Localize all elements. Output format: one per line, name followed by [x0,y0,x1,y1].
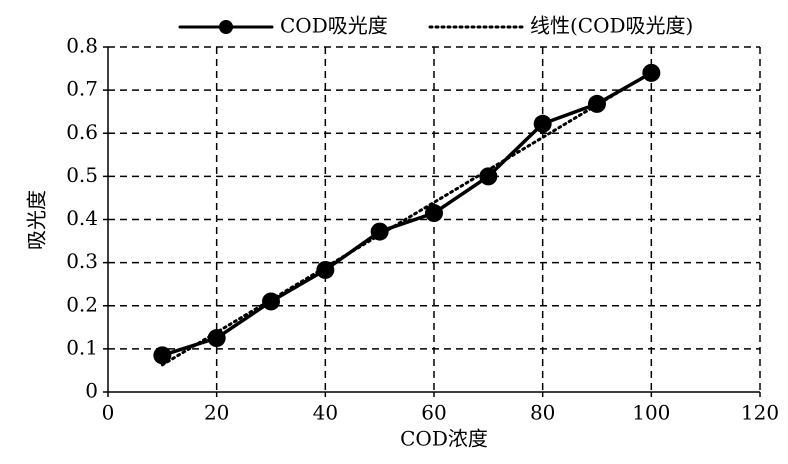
y-tick-label: 0.5 [66,163,98,187]
x-tick-label: 120 [741,401,779,425]
x-tick-label: 40 [313,401,338,425]
legend-label: COD吸光度 [280,14,388,38]
x-tick-label: 60 [421,401,446,425]
y-tick-label: 0.6 [66,120,98,144]
x-axis-label: COD浓度 [400,427,488,451]
y-tick-label: 0.2 [66,292,98,316]
y-tick-label: 0.3 [66,249,98,273]
y-tick-label: 0.1 [66,335,98,359]
data-point [207,329,226,348]
data-point [425,204,443,223]
y-tick-label: 0 [85,379,98,403]
legend-marker [219,20,233,34]
data-point [642,63,661,82]
data-point [533,114,552,133]
series-line [160,70,653,367]
x-tick-label: 0 [102,401,115,425]
y-axis-label: 吸光度 [25,190,49,250]
data-point [153,346,172,365]
y-tick-label: 0.7 [66,77,98,101]
series-line [160,71,654,358]
x-tick-label: 100 [632,401,670,425]
legend-label: 线性(COD吸光度) [530,14,693,38]
y-tick-label: 0.4 [66,206,98,230]
x-tick-label: 20 [204,401,229,425]
x-tick-label: 80 [530,401,555,425]
y-tick-label: 0.8 [66,34,98,58]
